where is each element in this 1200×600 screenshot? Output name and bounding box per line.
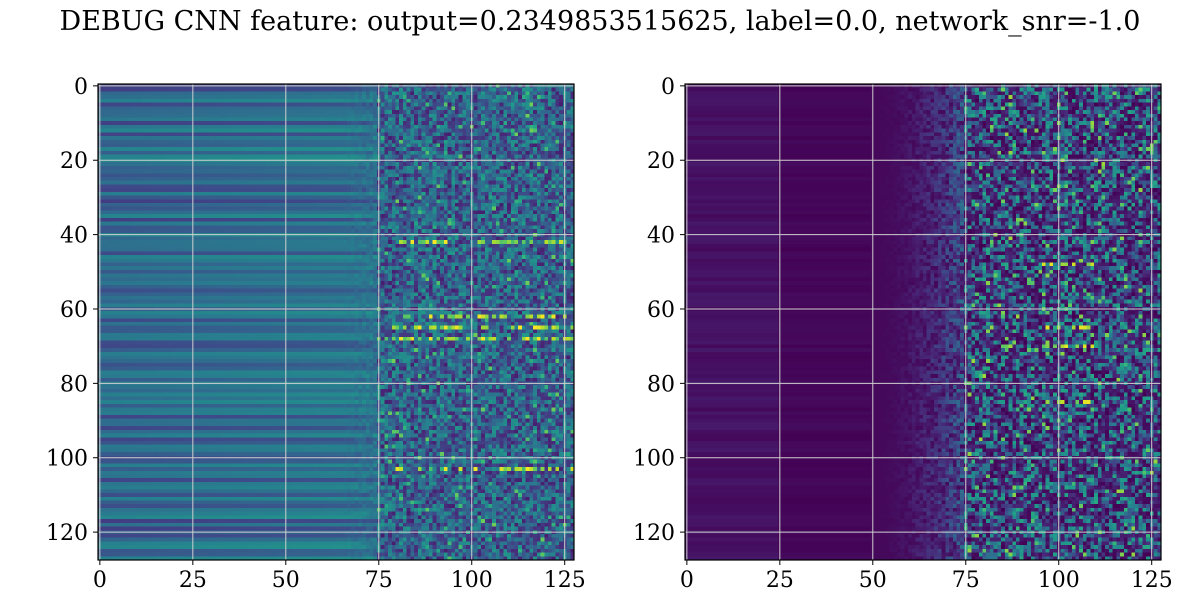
x-tick-label: 0 xyxy=(93,568,107,593)
y-tick-label: 40 xyxy=(647,224,675,249)
y-tick-label: 80 xyxy=(647,372,675,397)
x-tick-label: 75 xyxy=(365,568,393,593)
heatmap-image-2 xyxy=(685,84,1161,560)
y-tick-label: 40 xyxy=(60,224,88,249)
y-tick-label: 80 xyxy=(60,372,88,397)
heatmap-panel-2: 0 25 50 75 100 125 0 20 40 60 80 100 120 xyxy=(633,75,1173,593)
x-tick-label: 75 xyxy=(952,568,980,593)
figure-title: DEBUG CNN feature: output=0.234985351562… xyxy=(59,6,1141,37)
heatmap-panel-1: 0 25 50 75 100 125 0 20 40 60 80 100 120 xyxy=(46,75,586,593)
y-tick-label: 60 xyxy=(647,298,675,323)
axes-frame xyxy=(97,83,575,561)
x-tick-label: 0 xyxy=(680,568,694,593)
y-tick-label: 20 xyxy=(647,149,675,174)
y-tick-label: 60 xyxy=(60,298,88,323)
y-tick-label: 20 xyxy=(60,149,88,174)
y-tick-label: 100 xyxy=(46,447,88,472)
axes-frame xyxy=(684,83,1162,561)
x-tick-label: 25 xyxy=(179,568,207,593)
y-tick-label: 100 xyxy=(633,447,675,472)
y-tick-label: 120 xyxy=(46,521,88,546)
x-tick-label: 100 xyxy=(1038,568,1080,593)
x-tick-label: 125 xyxy=(1131,568,1173,593)
x-tick-label: 125 xyxy=(544,568,586,593)
x-tick-label: 100 xyxy=(451,568,493,593)
x-tick-label: 50 xyxy=(272,568,300,593)
heatmap-image-1 xyxy=(98,84,574,560)
x-tick-label: 50 xyxy=(859,568,887,593)
y-tick-label: 0 xyxy=(661,75,675,100)
y-tick-label: 0 xyxy=(74,75,88,100)
y-tick-label: 120 xyxy=(633,521,675,546)
x-tick-label: 25 xyxy=(766,568,794,593)
